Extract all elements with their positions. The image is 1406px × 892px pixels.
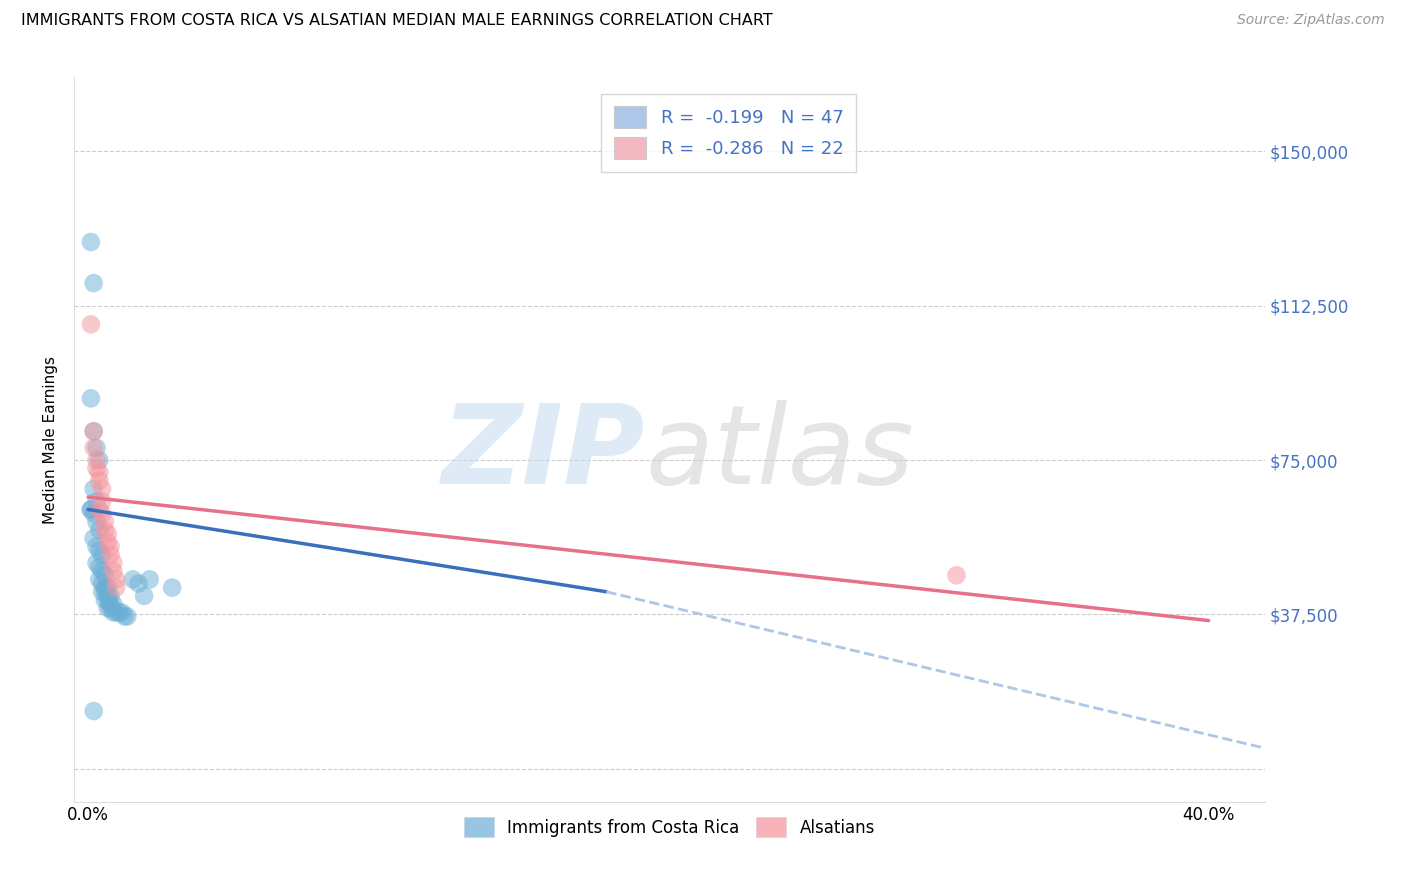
Point bbox=[105, 605, 128, 619]
Point bbox=[97, 581, 120, 595]
Point bbox=[83, 441, 105, 455]
Point bbox=[100, 597, 122, 611]
Point bbox=[83, 424, 105, 438]
Point bbox=[94, 593, 117, 607]
Point bbox=[86, 556, 108, 570]
Point bbox=[86, 515, 108, 529]
Point bbox=[94, 581, 117, 595]
Point bbox=[89, 560, 111, 574]
Point bbox=[103, 564, 125, 578]
Point bbox=[83, 507, 105, 521]
Point bbox=[111, 605, 134, 619]
Point bbox=[94, 515, 117, 529]
Point bbox=[83, 424, 105, 438]
Point bbox=[103, 597, 125, 611]
Point bbox=[80, 235, 103, 249]
Point bbox=[83, 482, 105, 496]
Legend: Immigrants from Costa Rica, Alsatians: Immigrants from Costa Rica, Alsatians bbox=[457, 810, 882, 844]
Point bbox=[86, 461, 108, 475]
Point bbox=[89, 573, 111, 587]
Point bbox=[89, 543, 111, 558]
Point bbox=[97, 589, 120, 603]
Point bbox=[97, 535, 120, 549]
Text: atlas: atlas bbox=[645, 401, 914, 508]
Point bbox=[128, 576, 150, 591]
Point bbox=[86, 441, 108, 455]
Point bbox=[91, 494, 114, 508]
Text: Source: ZipAtlas.com: Source: ZipAtlas.com bbox=[1237, 13, 1385, 28]
Point bbox=[105, 573, 128, 587]
Point bbox=[100, 589, 122, 603]
Y-axis label: Median Male Earnings: Median Male Earnings bbox=[44, 356, 58, 524]
Point bbox=[103, 605, 125, 619]
Point bbox=[103, 556, 125, 570]
Point bbox=[94, 584, 117, 599]
Point bbox=[89, 466, 111, 480]
Point bbox=[86, 453, 108, 467]
Point bbox=[138, 573, 160, 587]
Point bbox=[89, 523, 111, 537]
Point bbox=[80, 502, 103, 516]
Point bbox=[94, 568, 117, 582]
Point bbox=[97, 527, 120, 541]
Point bbox=[80, 392, 103, 406]
Text: IMMIGRANTS FROM COSTA RICA VS ALSATIAN MEDIAN MALE EARNINGS CORRELATION CHART: IMMIGRANTS FROM COSTA RICA VS ALSATIAN M… bbox=[21, 13, 773, 29]
Point bbox=[83, 276, 105, 290]
Point bbox=[100, 540, 122, 554]
Point bbox=[91, 564, 114, 578]
Point bbox=[91, 507, 114, 521]
Text: ZIP: ZIP bbox=[441, 401, 645, 508]
Point bbox=[80, 318, 103, 332]
Point bbox=[91, 482, 114, 496]
Point bbox=[134, 589, 156, 603]
Point bbox=[100, 601, 122, 615]
Point bbox=[94, 523, 117, 537]
Point bbox=[91, 584, 114, 599]
Point bbox=[83, 704, 105, 718]
Point bbox=[97, 601, 120, 615]
Point bbox=[80, 502, 103, 516]
Point bbox=[114, 609, 136, 624]
Point bbox=[945, 568, 967, 582]
Point bbox=[91, 548, 114, 562]
Point bbox=[86, 494, 108, 508]
Point bbox=[117, 609, 139, 624]
Point bbox=[89, 453, 111, 467]
Point bbox=[83, 531, 105, 545]
Point bbox=[91, 576, 114, 591]
Point bbox=[160, 581, 183, 595]
Point bbox=[105, 581, 128, 595]
Point bbox=[108, 605, 131, 619]
Point bbox=[122, 573, 145, 587]
Point bbox=[100, 548, 122, 562]
Point bbox=[86, 540, 108, 554]
Point bbox=[97, 593, 120, 607]
Point bbox=[89, 502, 111, 516]
Point bbox=[89, 474, 111, 488]
